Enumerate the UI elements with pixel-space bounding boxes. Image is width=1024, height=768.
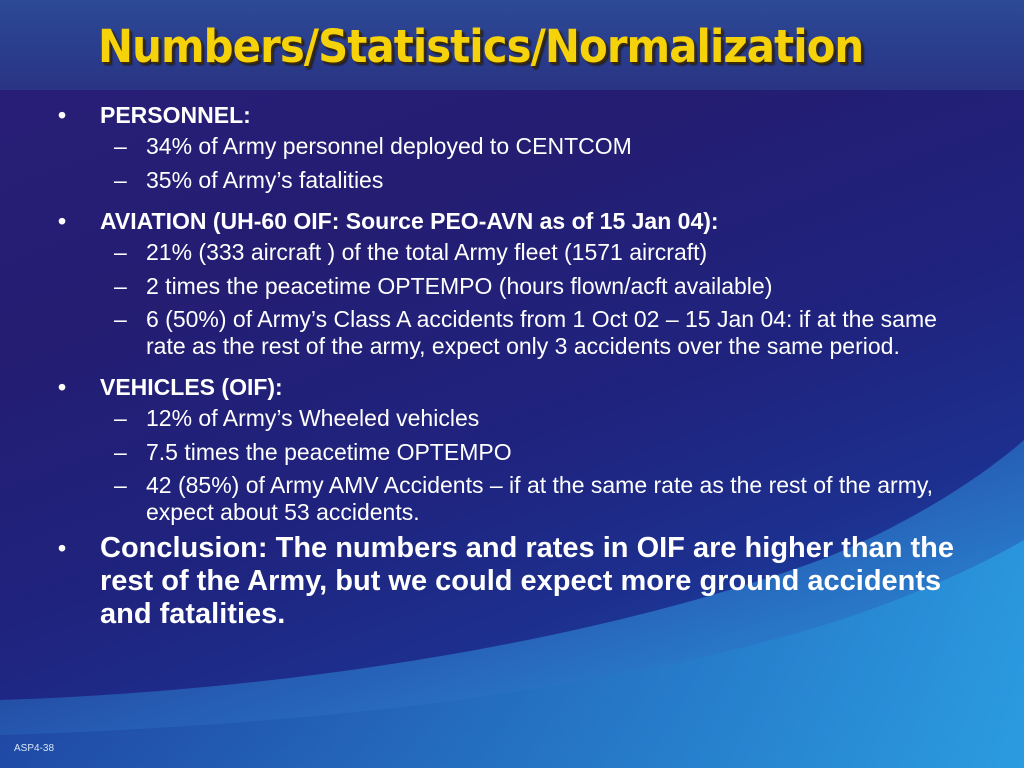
bullet-icon: • [58, 102, 67, 128]
slide-title: Numbers/Statistics/Normalization [98, 20, 864, 73]
heading-text: VEHICLES (OIF): [100, 374, 283, 400]
title-bar [0, 0, 1024, 90]
list-item: – 7.5 times the peacetime OPTEMPO [58, 438, 978, 466]
list-item: – 12% of Army’s Wheeled vehicles [58, 404, 978, 432]
section-heading: • VEHICLES (OIF): [58, 370, 978, 404]
slide-content: • PERSONNEL: – 34% of Army personnel dep… [58, 98, 978, 631]
list-item: – 21% (333 aircraft ) of the total Army … [58, 238, 978, 266]
heading-text: AVIATION (UH-60 OIF: Source PEO-AVN as o… [100, 208, 719, 234]
list-item-text: 6 (50%) of Army’s Class A accidents from… [146, 306, 937, 359]
slide-footer: ASP4-38 [14, 743, 55, 754]
list-item-text: 21% (333 aircraft ) of the total Army fl… [146, 239, 708, 265]
dash-icon: – [114, 439, 127, 465]
list-item-text: 7.5 times the peacetime OPTEMPO [146, 439, 512, 465]
bullet-icon: • [58, 535, 67, 561]
conclusion-text: Conclusion: The numbers and rates in OIF… [100, 532, 954, 630]
dash-icon: – [114, 472, 127, 498]
dash-icon: – [114, 405, 127, 431]
list-item-text: 12% of Army’s Wheeled vehicles [146, 405, 480, 431]
list-item: – 34% of Army personnel deployed to CENT… [58, 132, 978, 160]
conclusion: • Conclusion: The numbers and rates in O… [58, 532, 978, 631]
dash-icon: – [114, 167, 127, 193]
heading-text: PERSONNEL: [100, 102, 251, 128]
bullet-icon: • [58, 208, 67, 234]
dash-icon: – [114, 273, 127, 299]
dash-icon: – [114, 239, 127, 265]
dash-icon: – [114, 306, 127, 332]
section-personnel: • PERSONNEL: – 34% of Army personnel dep… [58, 98, 978, 194]
list-item-text: 2 times the peacetime OPTEMPO (hours flo… [146, 273, 773, 299]
list-item-text: 35% of Army’s fatalities [146, 167, 384, 193]
list-item: – 42 (85%) of Army AMV Accidents – if at… [58, 472, 978, 526]
section-heading: • PERSONNEL: [58, 98, 978, 132]
list-item-text: 42 (85%) of Army AMV Accidents – if at t… [146, 472, 934, 525]
section-vehicles: • VEHICLES (OIF): – 12% of Army’s Wheele… [58, 370, 978, 526]
list-item-text: 34% of Army personnel deployed to CENTCO… [146, 133, 632, 159]
section-heading: • AVIATION (UH-60 OIF: Source PEO-AVN as… [58, 204, 978, 238]
section-aviation: • AVIATION (UH-60 OIF: Source PEO-AVN as… [58, 204, 978, 360]
bullet-icon: • [58, 374, 67, 400]
dash-icon: – [114, 133, 127, 159]
list-item: – 35% of Army’s fatalities [58, 166, 978, 194]
list-item: – 6 (50%) of Army’s Class A accidents fr… [58, 306, 978, 360]
list-item: – 2 times the peacetime OPTEMPO (hours f… [58, 272, 978, 300]
